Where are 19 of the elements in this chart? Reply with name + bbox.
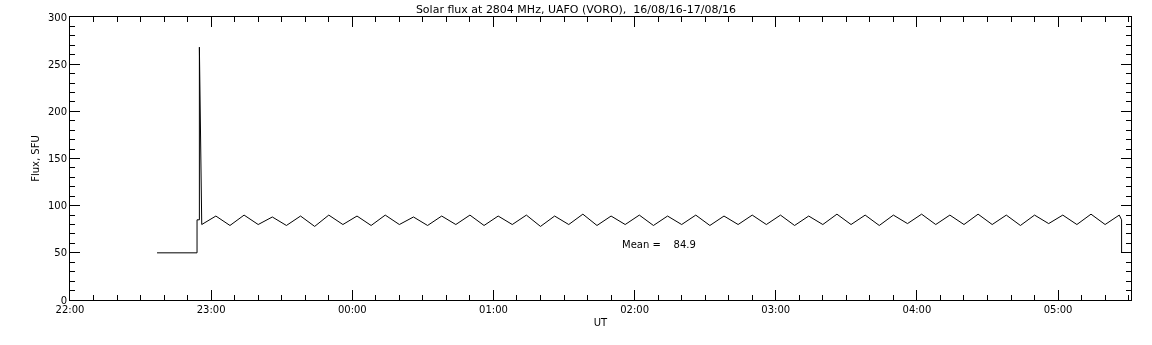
chart-title: Solar flux at 2804 MHz, UAFO (VORO), 16/08/16-17/08/16 bbox=[415, 2, 737, 16]
x-tick-label: 02:00 bbox=[620, 304, 650, 315]
y-tick-label: 50 bbox=[54, 247, 67, 259]
y-tick-label: 200 bbox=[47, 105, 67, 117]
y-tick-label: 150 bbox=[47, 153, 67, 164]
x-tick-label: 00:00 bbox=[337, 304, 367, 315]
x-tick-label: 03:00 bbox=[761, 304, 791, 315]
x-tick-label: 23:00 bbox=[196, 304, 226, 315]
x-tick-label: 01:00 bbox=[479, 304, 508, 315]
x-axis-title: UT bbox=[593, 316, 609, 328]
y-tick-label: 250 bbox=[47, 58, 67, 70]
x-tick-label: 22:00 bbox=[55, 304, 85, 315]
annotation: Mean = 84.9 bbox=[622, 239, 696, 250]
y-tick-label: 100 bbox=[47, 200, 67, 212]
y-tick-label: 300 bbox=[47, 11, 67, 23]
x-tick-label: 05:00 bbox=[1043, 304, 1073, 315]
y-tick-label: 0 bbox=[60, 294, 67, 306]
x-tick-label: 04:00 bbox=[902, 304, 932, 315]
y-axis-title: Flux, SFU bbox=[29, 135, 41, 182]
